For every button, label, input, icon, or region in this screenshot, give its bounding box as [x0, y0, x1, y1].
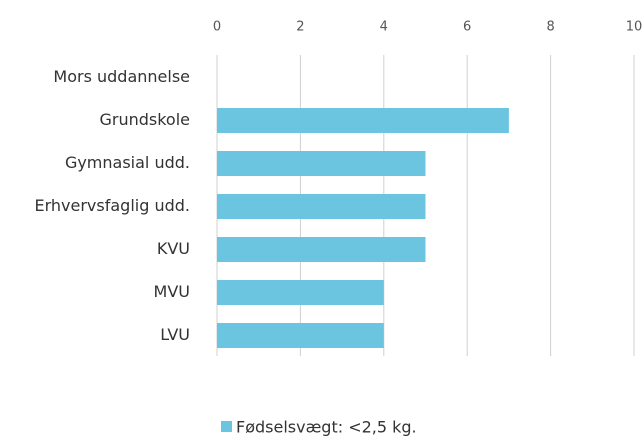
x-tick-label: 10: [626, 20, 643, 35]
x-tick-label: 0: [213, 20, 221, 35]
y-tick-label: Grundskole: [99, 110, 190, 129]
bar: [217, 323, 384, 348]
x-tick-label: 8: [546, 20, 554, 35]
x-tick-label: 2: [296, 20, 304, 35]
y-tick-label: Gymnasial udd.: [65, 153, 190, 172]
y-tick-label: MVU: [154, 282, 190, 301]
y-tick-label: Erhvervsfaglig udd.: [34, 196, 190, 215]
bar: [217, 280, 384, 305]
y-tick-label: Mors uddannelse: [53, 67, 190, 86]
bar: [217, 151, 426, 176]
y-tick-label: LVU: [160, 325, 190, 344]
bar: [217, 194, 426, 219]
x-tick-label: 4: [380, 20, 388, 35]
bar: [217, 108, 509, 133]
legend-swatch: [221, 421, 232, 432]
y-tick-label: KVU: [157, 239, 190, 258]
x-tick-label: 6: [463, 20, 471, 35]
legend-label: Fødselsvægt: <2,5 kg.: [236, 418, 417, 437]
bar: [217, 237, 426, 262]
